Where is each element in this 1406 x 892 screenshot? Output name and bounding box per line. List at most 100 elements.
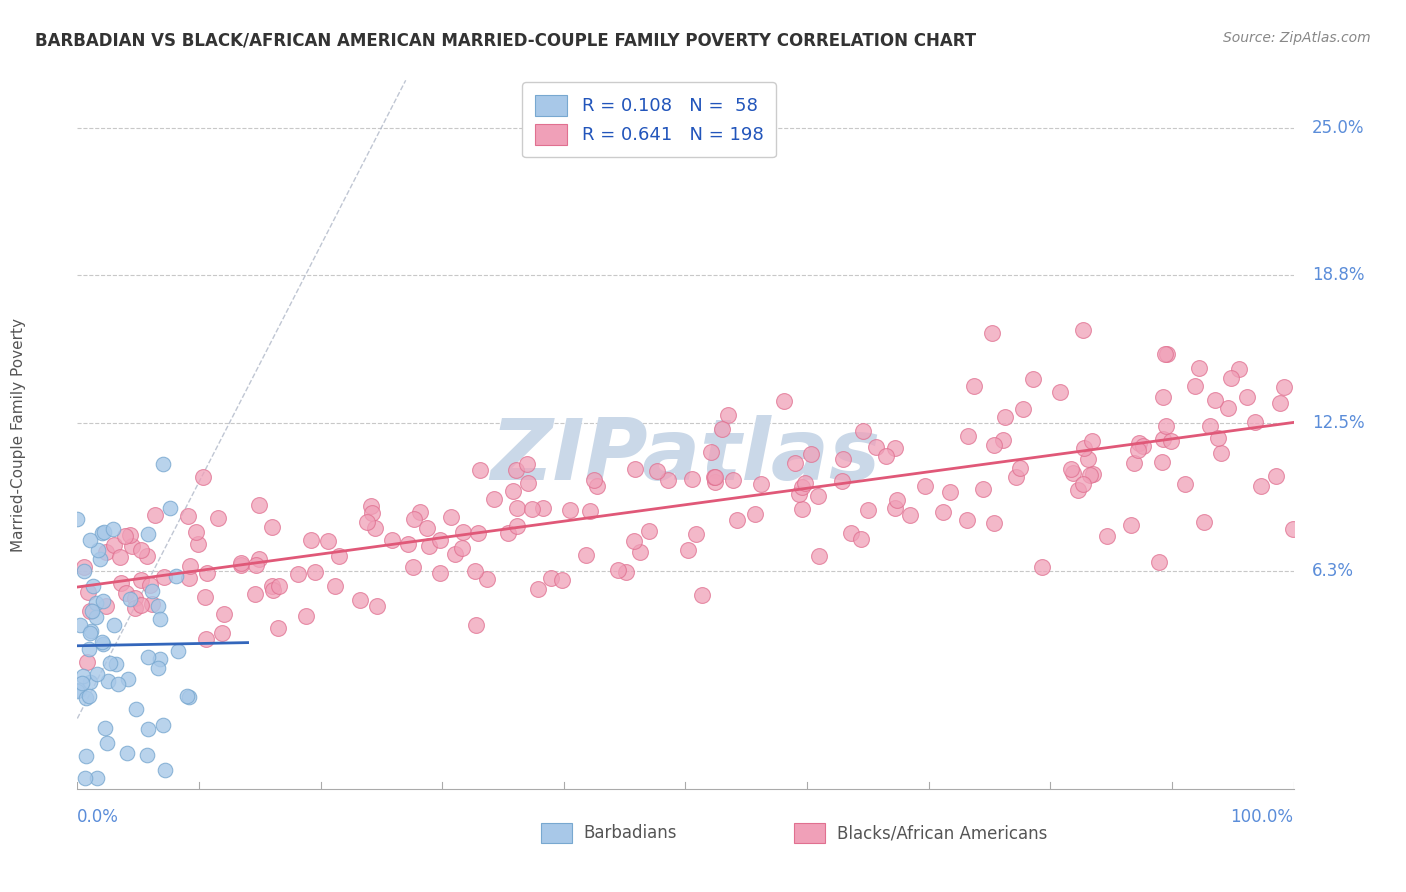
- Point: [657, 473, 679, 487]
- Point: [194, 591, 217, 605]
- Point: [1274, 380, 1296, 394]
- Text: Blacks/African Americans: Blacks/African Americans: [837, 824, 1047, 842]
- Point: [502, 484, 524, 499]
- Point: [360, 506, 382, 520]
- Point: [381, 533, 404, 547]
- Point: [470, 463, 492, 477]
- Point: [176, 689, 198, 703]
- Point: [1067, 483, 1090, 497]
- Point: [316, 533, 339, 548]
- Point: [1268, 396, 1291, 410]
- Point: [841, 526, 863, 541]
- Point: [983, 516, 1005, 530]
- Point: [932, 505, 955, 519]
- Point: [831, 474, 853, 488]
- Point: [77, 689, 100, 703]
- Point: [1244, 415, 1267, 429]
- Point: [114, 585, 136, 599]
- Point: [195, 632, 218, 646]
- Point: [97, 674, 120, 689]
- Point: [1211, 445, 1233, 459]
- Point: [939, 484, 962, 499]
- Point: [247, 498, 270, 512]
- Point: [849, 532, 872, 546]
- Point: [136, 526, 159, 541]
- Point: [1081, 434, 1104, 449]
- Point: [1250, 479, 1272, 493]
- Point: [690, 588, 713, 602]
- Point: [103, 618, 125, 632]
- Point: [402, 560, 425, 574]
- Point: [72, 675, 94, 690]
- Point: [82, 579, 104, 593]
- Point: [983, 438, 1005, 452]
- Point: [685, 526, 707, 541]
- Point: [110, 550, 132, 565]
- Legend: R = 0.108   N =  58, R = 0.641   N = 198: R = 0.108 N = 58, R = 0.641 N = 198: [522, 82, 776, 157]
- Point: [1264, 469, 1286, 483]
- Point: [450, 541, 472, 555]
- Point: [1152, 432, 1174, 446]
- Point: [91, 637, 114, 651]
- Point: [118, 528, 141, 542]
- Point: [79, 624, 101, 638]
- Point: [1073, 441, 1095, 455]
- Point: [90, 635, 112, 649]
- Point: [138, 578, 160, 592]
- Point: [165, 569, 187, 583]
- Point: [886, 492, 908, 507]
- Point: [772, 394, 794, 409]
- Point: [152, 457, 174, 471]
- Point: [1152, 390, 1174, 404]
- Point: [516, 457, 538, 471]
- Point: [295, 609, 318, 624]
- Point: [852, 424, 875, 438]
- Text: BARBADIAN VS BLACK/AFRICAN AMERICAN MARRIED-COUPLE FAMILY POVERTY CORRELATION CH: BARBADIAN VS BLACK/AFRICAN AMERICAN MARR…: [35, 31, 976, 49]
- Point: [136, 747, 159, 762]
- Point: [793, 476, 815, 491]
- Point: [195, 566, 218, 580]
- Point: [328, 549, 350, 563]
- Point: [1060, 462, 1083, 476]
- Point: [1128, 436, 1150, 450]
- Point: [681, 471, 703, 485]
- Point: [1281, 522, 1303, 536]
- Point: [856, 503, 879, 517]
- Point: [89, 551, 111, 566]
- Point: [749, 476, 772, 491]
- Point: [429, 533, 451, 548]
- Point: [146, 660, 169, 674]
- Point: [153, 764, 176, 778]
- Point: [117, 672, 139, 686]
- Point: [114, 529, 136, 543]
- Point: [957, 428, 980, 442]
- Point: [153, 570, 176, 584]
- Point: [429, 566, 451, 581]
- Text: 6.3%: 6.3%: [1312, 562, 1354, 580]
- Point: [807, 549, 830, 563]
- Point: [800, 447, 823, 461]
- Point: [193, 470, 215, 484]
- Point: [1119, 518, 1142, 533]
- Point: [787, 486, 810, 500]
- Point: [107, 677, 129, 691]
- Point: [623, 533, 645, 548]
- Point: [77, 584, 100, 599]
- Point: [75, 749, 97, 764]
- Point: [578, 504, 600, 518]
- Point: [79, 533, 101, 547]
- Point: [186, 525, 208, 540]
- Point: [522, 501, 544, 516]
- Point: [301, 533, 323, 548]
- Point: [187, 537, 209, 551]
- Point: [356, 515, 378, 529]
- Point: [404, 512, 426, 526]
- Point: [1174, 477, 1197, 491]
- Point: [991, 433, 1014, 447]
- Point: [1194, 516, 1216, 530]
- Point: [575, 548, 598, 562]
- Point: [440, 510, 463, 524]
- Point: [444, 547, 467, 561]
- Point: [607, 563, 630, 577]
- Point: [540, 571, 562, 585]
